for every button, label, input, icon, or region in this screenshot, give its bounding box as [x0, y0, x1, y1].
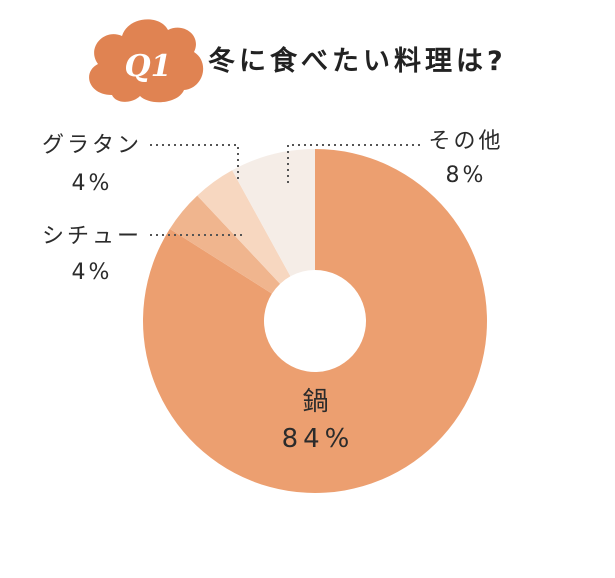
slice-stew — [169, 195, 281, 294]
label-gratin-value: 4% — [72, 171, 113, 196]
slice-nabe — [143, 149, 487, 494]
label-stew-value: 4% — [72, 260, 113, 285]
question-title: 冬に食べたい料理は? — [208, 45, 507, 77]
label-nabe-name: 鍋 — [302, 387, 333, 417]
cloud-badge-shape — [89, 19, 204, 103]
slice-gratin — [197, 170, 291, 284]
slice-other — [232, 149, 315, 277]
label-other-name: その他 — [428, 129, 503, 154]
label-other-value: 8% — [446, 163, 487, 188]
label-gratin-name: グラタン — [42, 133, 142, 158]
question-badge: Q1 — [89, 19, 204, 103]
badge-label: Q1 — [124, 49, 171, 84]
label-stew-name: シチュー — [42, 224, 142, 249]
label-nabe-value: 84% — [282, 424, 355, 454]
leader-line-other — [287, 144, 420, 183]
donut-chart — [143, 149, 487, 494]
